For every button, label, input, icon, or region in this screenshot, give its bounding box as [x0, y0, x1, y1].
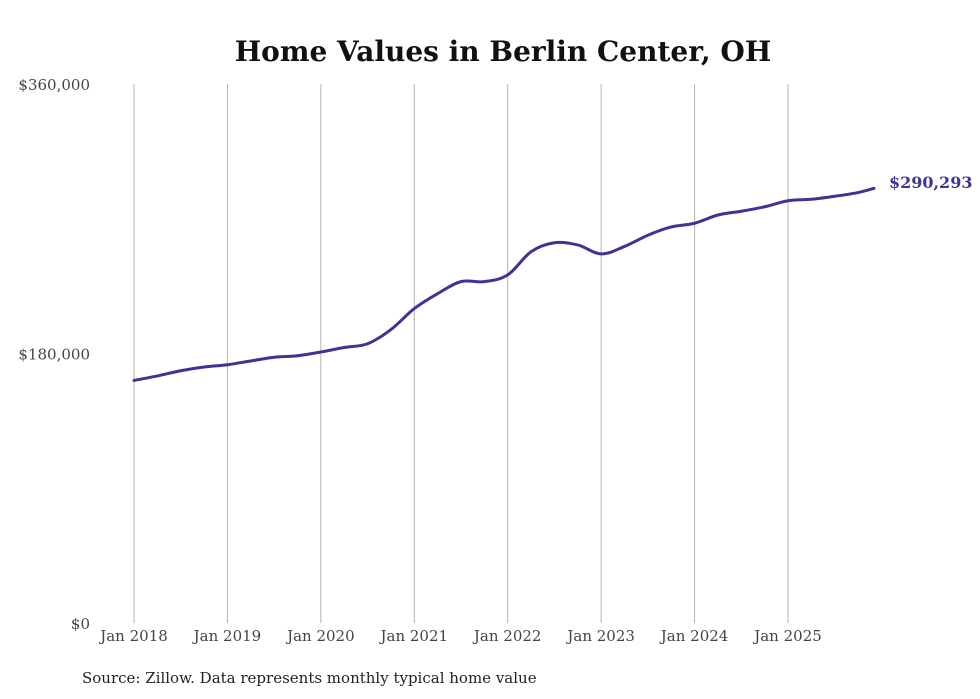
x-tick-label: Jan 2018: [98, 627, 168, 645]
y-axis: $0 $180,000 $360,000: [18, 76, 90, 633]
x-tick-label: Jan 2019: [192, 627, 262, 645]
x-tick-label: Jan 2023: [565, 627, 635, 645]
end-value-label: $290,293: [889, 173, 973, 192]
series-line: [132, 186, 876, 382]
x-tick-label: Jan 2021: [379, 627, 449, 645]
y-tick-label: $180,000: [18, 346, 90, 364]
y-tick-label: $0: [71, 615, 90, 633]
x-tick-label: Jan 2025: [752, 627, 822, 645]
x-tick-label: Jan 2022: [472, 627, 542, 645]
x-tick-label: Jan 2020: [285, 627, 355, 645]
source-note: Source: Zillow. Data represents monthly …: [82, 669, 537, 687]
series-group: $290,293: [132, 173, 973, 382]
x-tick-label: Jan 2024: [659, 627, 729, 645]
y-tick-label: $360,000: [18, 76, 90, 94]
x-axis: Jan 2018 Jan 2019 Jan 2020 Jan 2021 Jan 2022…: [98, 627, 822, 645]
chart-title: Home Values in Berlin Center, OH: [235, 35, 772, 68]
gridlines: [133, 84, 789, 623]
